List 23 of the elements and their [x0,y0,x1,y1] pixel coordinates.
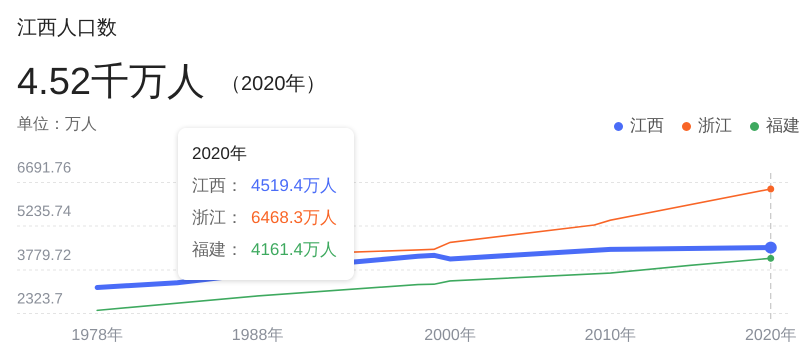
legend-label: 江西 [629,115,664,137]
legend-label: 福建 [765,115,800,137]
x-tick-label: 2020年 [744,326,797,344]
y-tick-label: 3779.72 [17,246,72,264]
y-axis-title: 单位：万人 [17,115,97,135]
x-tick-label: 2000年 [424,326,476,344]
y-tick-label: 5235.74 [17,203,72,220]
y-tick-label: 6691.76 [17,159,72,176]
annotation: 福建： [192,240,243,259]
y-tick-label: 2323.7 [17,290,63,308]
chart-title: 江西人口数 [17,16,117,41]
chart-subtitle: 4.52千万人 [17,61,205,103]
x-tick-label: 1978年 [71,326,123,344]
annotation: 江西： [192,176,243,195]
annotation: 4161.4万人 [251,240,337,259]
annotation: 4519.4万人 [251,176,337,195]
x-tick-label: 1988年 [232,326,284,344]
legend-label: 浙江 [697,115,732,137]
annotation: 6468.3万人 [251,208,337,227]
annotation: 浙江： [192,208,243,227]
text: （2020年） [220,73,326,96]
x-tick-label: 2010年 [584,326,636,344]
text: 2020年 [192,143,248,165]
